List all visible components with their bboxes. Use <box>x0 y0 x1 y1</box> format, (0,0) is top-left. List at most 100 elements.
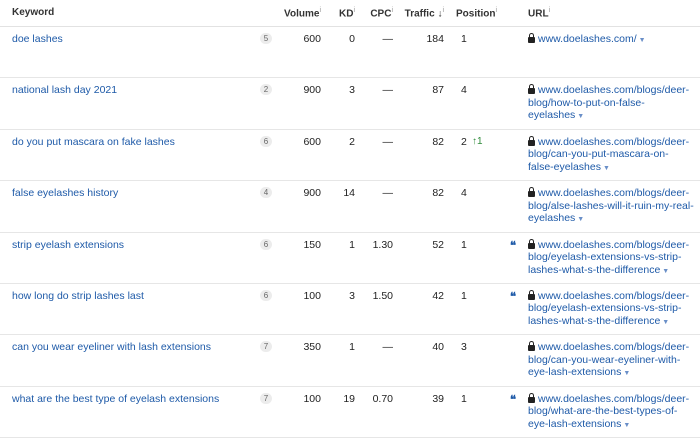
url-text[interactable]: www.doelashes.com/blogs/deer-blog/can-yo… <box>528 341 690 379</box>
keyword-link[interactable]: strip eyelash extensions <box>12 238 125 251</box>
traffic-value: 39 <box>432 392 444 405</box>
url-link[interactable]: www.doelashes.com/blogs/deer-blog/eyelas… <box>528 289 694 330</box>
info-icon[interactable]: i <box>548 7 551 14</box>
url-text[interactable]: www.doelashes.com/blogs/deer-blog/can-yo… <box>528 135 690 173</box>
keyword-link[interactable]: do you put mascara on fake lashes <box>12 135 175 148</box>
info-icon[interactable]: i <box>442 7 444 14</box>
url-link[interactable]: www.doelashes.com/blogs/deer-blog/what-a… <box>528 392 694 433</box>
info-icon[interactable]: i <box>391 7 393 14</box>
lock-icon <box>528 135 535 146</box>
volume-value: 600 <box>303 33 321 45</box>
table-row: doe lashes 5 600 0 — 184 1 www.doelashes.com/▼ <box>0 27 700 79</box>
caret-down-icon[interactable]: ▼ <box>577 113 585 121</box>
keyword-link[interactable]: what are the best type of eyelash extens… <box>12 392 220 405</box>
serp-features-badge[interactable]: 4 <box>260 187 272 199</box>
featured-snippet-icon: ❛❛ <box>510 290 516 303</box>
url-text[interactable]: www.doelashes.com/blogs/deer-blog/how-to… <box>528 84 690 122</box>
header-cpc[interactable]: CPCi <box>370 7 393 19</box>
position-value: 1 <box>461 289 467 302</box>
lock-icon <box>528 187 535 198</box>
url-text[interactable]: www.doelashes.com/ <box>538 33 637 45</box>
url-link[interactable]: www.doelashes.com/▼ <box>528 33 694 48</box>
position-value: 1 <box>461 33 467 45</box>
lock-icon <box>528 341 535 352</box>
cpc-value: 1.50 <box>372 289 393 302</box>
url-link[interactable]: www.doelashes.com/blogs/deer-blog/eyelas… <box>528 238 694 279</box>
serp-features-badge[interactable]: 5 <box>260 33 272 44</box>
table-body: doe lashes 5 600 0—184 1 www.doelashes.com/▼ n… <box>0 27 700 438</box>
url-text[interactable]: www.doelashes.com/blogs/deer-blog/what-a… <box>528 392 690 430</box>
table-row: false eyelashes history 4 900 14 — 82 4 www.doe… <box>0 181 700 233</box>
table-row: do you put mascara on fake lashes 6 600 2 — 8… <box>0 130 700 182</box>
table-row: strip eyelash extensions 6 150 1 1.30 52 1 ❛❛ ww… <box>0 233 700 284</box>
info-icon[interactable]: i <box>495 7 498 14</box>
kd-value: 0 <box>349 33 355 45</box>
serp-features-badge[interactable]: 6 <box>260 238 272 250</box>
url-link[interactable]: www.doelashes.com/blogs/deer-blog/can-yo… <box>528 135 694 176</box>
lock-icon <box>528 33 535 43</box>
header-kd-label: KD <box>338 8 354 20</box>
caret-down-icon[interactable]: ▼ <box>602 164 610 172</box>
volume-value: 150 <box>303 238 321 251</box>
serp-features-badge[interactable]: 6 <box>260 289 272 301</box>
kd-value: 19 <box>343 392 355 405</box>
keyword-link[interactable]: can you wear eyeliner with lash extensio… <box>12 341 212 354</box>
traffic-value: 52 <box>432 238 444 251</box>
header-position[interactable]: Positioni <box>456 7 497 19</box>
header-url[interactable]: URLi <box>528 7 550 19</box>
cpc-value: — <box>382 84 394 97</box>
traffic-value: 82 <box>432 187 444 200</box>
lock-icon <box>528 392 535 403</box>
header-volume-label: Volume <box>284 8 320 20</box>
position-value: 4 <box>461 84 467 97</box>
header-traffic-label: Traffic <box>404 8 435 20</box>
volume-value: 900 <box>303 187 321 200</box>
url-link[interactable]: www.doelashes.com/blogs/deer-blog/can-yo… <box>528 341 694 381</box>
volume-value: 600 <box>303 135 321 148</box>
keyword-link[interactable]: how long do strip lashes last <box>12 289 144 302</box>
keyword-link[interactable]: false eyelashes history <box>12 187 119 200</box>
table-row: can you wear eyeliner with lash extensio… <box>0 335 700 387</box>
url-text[interactable]: www.doelashes.com/blogs/deer-blog/alse-l… <box>528 187 694 225</box>
serp-features-badge[interactable]: 6 <box>260 135 272 147</box>
traffic-value: 87 <box>432 84 444 97</box>
caret-down-icon[interactable]: ▼ <box>662 267 670 275</box>
header-keyword-label: Keyword <box>12 7 55 18</box>
serp-features-badge[interactable]: 2 <box>260 84 272 96</box>
info-icon[interactable]: i <box>353 7 355 14</box>
keyword-link[interactable]: national lash day 2021 <box>12 84 118 97</box>
info-icon[interactable]: i <box>319 7 321 14</box>
caret-down-icon[interactable]: ▼ <box>638 37 646 44</box>
header-kd[interactable]: KDi <box>339 7 355 19</box>
cpc-value: — <box>382 135 394 148</box>
header-cpc-label: CPC <box>370 8 392 20</box>
table-header: Keyword Volumei KDi CPCi Traffic ↓i Posi… <box>0 0 700 27</box>
lock-icon <box>528 84 535 95</box>
url-link[interactable]: www.doelashes.com/blogs/deer-blog/how-to… <box>528 84 694 124</box>
kd-value: 1 <box>349 238 355 251</box>
cpc-value: — <box>382 187 394 200</box>
lock-icon <box>528 238 535 249</box>
caret-down-icon[interactable]: ▼ <box>662 318 670 326</box>
serp-features-badge[interactable]: 7 <box>260 341 272 353</box>
serp-features-badge[interactable]: 7 <box>260 392 272 404</box>
header-volume[interactable]: Volumei <box>284 7 321 19</box>
keyword-link[interactable]: doe lashes <box>12 33 63 45</box>
traffic-value: 40 <box>432 341 444 354</box>
url-link[interactable]: www.doelashes.com/blogs/deer-blog/alse-l… <box>528 187 694 227</box>
url-text[interactable]: www.doelashes.com/blogs/deer-blog/eyelas… <box>528 289 690 327</box>
header-traffic[interactable]: Traffic ↓i <box>405 7 444 19</box>
caret-down-icon[interactable]: ▼ <box>623 370 631 378</box>
position-value: 4 <box>461 187 467 200</box>
volume-value: 900 <box>303 84 321 97</box>
position-value: 2 <box>461 135 467 148</box>
cpc-value: — <box>382 33 394 45</box>
url-text[interactable]: www.doelashes.com/blogs/deer-blog/eyelas… <box>528 238 690 276</box>
kd-value: 1 <box>349 341 355 354</box>
header-keyword[interactable]: Keyword <box>12 7 54 18</box>
volume-value: 100 <box>303 392 321 405</box>
position-value: 1 <box>461 392 467 405</box>
caret-down-icon[interactable]: ▼ <box>623 421 631 429</box>
caret-down-icon[interactable]: ▼ <box>577 216 585 224</box>
